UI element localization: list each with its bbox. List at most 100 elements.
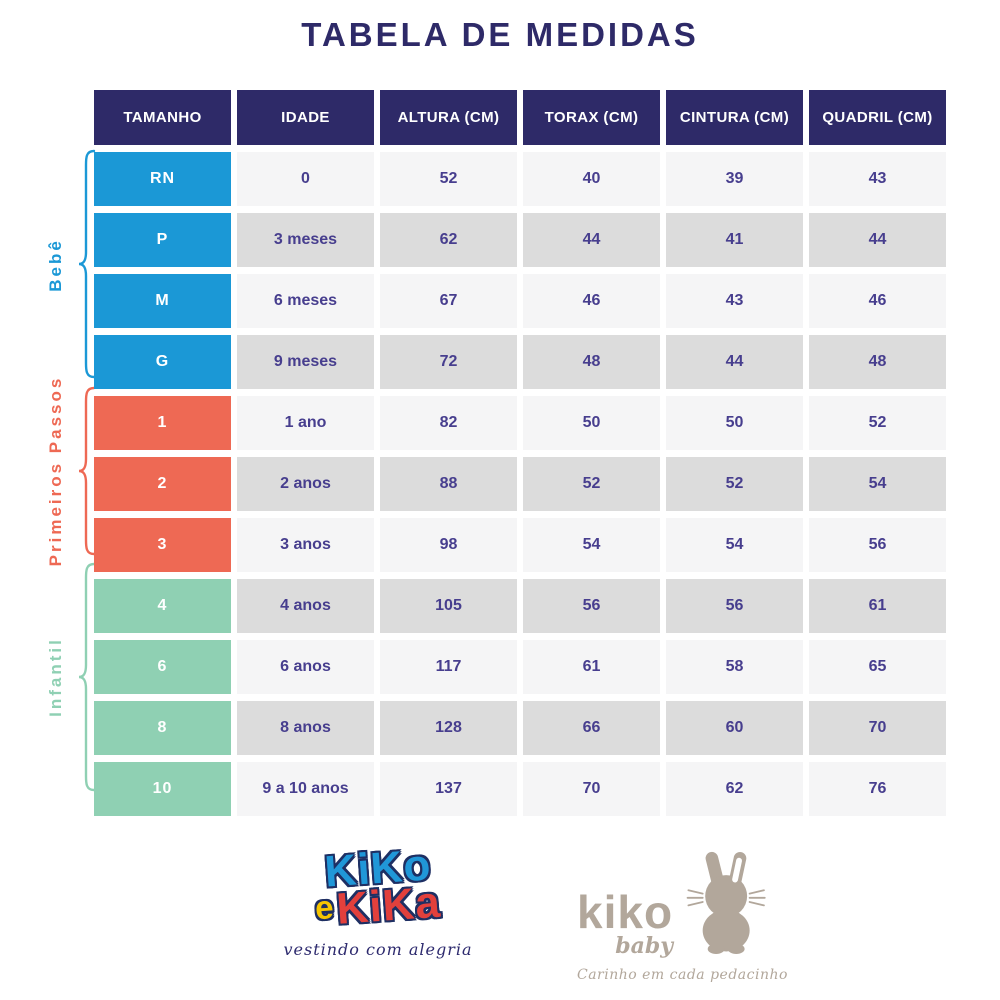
data-cell: 98 [380, 518, 517, 572]
data-cell: 66 [523, 701, 660, 755]
kiko-baby-sub: baby [615, 932, 674, 959]
data-cell: 8 anos [237, 701, 374, 755]
size-cell: M [94, 274, 231, 328]
size-cell: 2 [94, 457, 231, 511]
page-title: TABELA DE MEDIDAS [301, 16, 699, 53]
data-cell: 82 [380, 396, 517, 450]
size-cell: 1 [94, 396, 231, 450]
size-cell: 3 [94, 518, 231, 572]
data-cell: 56 [523, 579, 660, 633]
group-label-infantil: Infantil [46, 637, 65, 717]
data-cell: 56 [666, 579, 803, 633]
data-cell: 39 [666, 152, 803, 206]
data-cell: 4 anos [237, 579, 374, 633]
size-cell: P [94, 213, 231, 267]
data-cell: 46 [809, 274, 946, 328]
data-cell: 50 [666, 396, 803, 450]
kika-wordmark: KiKa [334, 877, 443, 934]
data-cell: 9 meses [237, 335, 374, 389]
data-cell: 40 [523, 152, 660, 206]
data-cell: 60 [666, 701, 803, 755]
data-cell: 0 [237, 152, 374, 206]
data-cell: 44 [809, 213, 946, 267]
data-cell: 67 [380, 274, 517, 328]
data-cell: 105 [380, 579, 517, 633]
header-cell-torax: TORAX (CM) [523, 90, 660, 145]
header-cell-altura: ALTURA (CM) [380, 90, 517, 145]
table-row: 3 3 anos 98 54 54 56 [94, 518, 946, 572]
data-cell: 6 meses [237, 274, 374, 328]
size-cell: RN [94, 152, 231, 206]
data-cell: 43 [666, 274, 803, 328]
table-row: 4 4 anos 105 56 56 61 [94, 579, 946, 633]
data-cell: 52 [809, 396, 946, 450]
data-cell: 58 [666, 640, 803, 694]
kiko-baby-tagline: Carinho em cada pedacinho [577, 966, 788, 983]
data-cell: 137 [380, 762, 517, 816]
size-cell: 6 [94, 640, 231, 694]
bebe-brace-icon [76, 149, 98, 379]
data-cell: 48 [523, 335, 660, 389]
table-row: 6 6 anos 117 61 58 65 [94, 640, 946, 694]
data-cell: 54 [523, 518, 660, 572]
data-cell: 70 [523, 762, 660, 816]
data-cell: 44 [523, 213, 660, 267]
kiko-e-kika-logo: KiKo eKiKa vestindo com alegria [278, 840, 478, 959]
data-cell: 52 [666, 457, 803, 511]
kiko-baby-wordmark: kiko baby [577, 886, 674, 959]
kiko-kika-tagline: vestindo com alegria [283, 939, 473, 959]
kiko-baby-name: kiko [577, 886, 674, 938]
data-cell: 52 [380, 152, 517, 206]
data-cell: 48 [809, 335, 946, 389]
table-row: 2 2 anos 88 52 52 54 [94, 457, 946, 511]
data-cell: 117 [380, 640, 517, 694]
kiko-baby-logo-row: kiko baby [577, 850, 792, 959]
table-row: RN 0 52 40 39 43 [94, 152, 946, 206]
header-cell-idade: IDADE [237, 90, 374, 145]
data-cell: 6 anos [237, 640, 374, 694]
data-cell: 9 a 10 anos [237, 762, 374, 816]
data-cell: 3 anos [237, 518, 374, 572]
rabbit-icon [686, 851, 766, 954]
group-label-primeiros-passos: Primeiros Passos [46, 375, 65, 567]
data-cell: 54 [666, 518, 803, 572]
header-row: TAMANHO IDADE ALTURA (CM) TORAX (CM) CIN… [94, 90, 946, 145]
data-cell: 56 [809, 518, 946, 572]
data-cell: 61 [523, 640, 660, 694]
table-row: G 9 meses 72 48 44 48 [94, 335, 946, 389]
measurements-table: TAMANHO IDADE ALTURA (CM) TORAX (CM) CIN… [88, 83, 952, 823]
group-label-bebe: Bebê [46, 238, 65, 292]
infantil-brace-icon [76, 562, 98, 792]
size-cell: G [94, 335, 231, 389]
data-cell: 70 [809, 701, 946, 755]
data-cell: 43 [809, 152, 946, 206]
table-row: 1 1 ano 82 50 50 52 [94, 396, 946, 450]
data-cell: 2 anos [237, 457, 374, 511]
primeiros-passos-brace-icon [76, 386, 98, 556]
data-cell: 50 [523, 396, 660, 450]
table-row: 8 8 anos 128 66 60 70 [94, 701, 946, 755]
data-cell: 61 [809, 579, 946, 633]
data-cell: 44 [666, 335, 803, 389]
header-cell-cintura: CINTURA (CM) [666, 90, 803, 145]
data-cell: 1 ano [237, 396, 374, 450]
kiko-kika-e-letter: e [313, 887, 335, 927]
table-row: 10 9 a 10 anos 137 70 62 76 [94, 762, 946, 816]
data-cell: 62 [666, 762, 803, 816]
data-cell: 128 [380, 701, 517, 755]
data-cell: 65 [809, 640, 946, 694]
table-row: M 6 meses 67 46 43 46 [94, 274, 946, 328]
data-cell: 54 [809, 457, 946, 511]
data-cell: 41 [666, 213, 803, 267]
size-cell: 8 [94, 701, 231, 755]
size-cell: 10 [94, 762, 231, 816]
table-row: P 3 meses 62 44 41 44 [94, 213, 946, 267]
data-cell: 76 [809, 762, 946, 816]
header-cell-quadril: QUADRIL (CM) [809, 90, 946, 145]
data-cell: 52 [523, 457, 660, 511]
kiko-baby-logo: kiko baby [577, 850, 792, 983]
data-cell: 3 meses [237, 213, 374, 267]
data-cell: 62 [380, 213, 517, 267]
header-cell-tamanho: TAMANHO [94, 90, 231, 145]
